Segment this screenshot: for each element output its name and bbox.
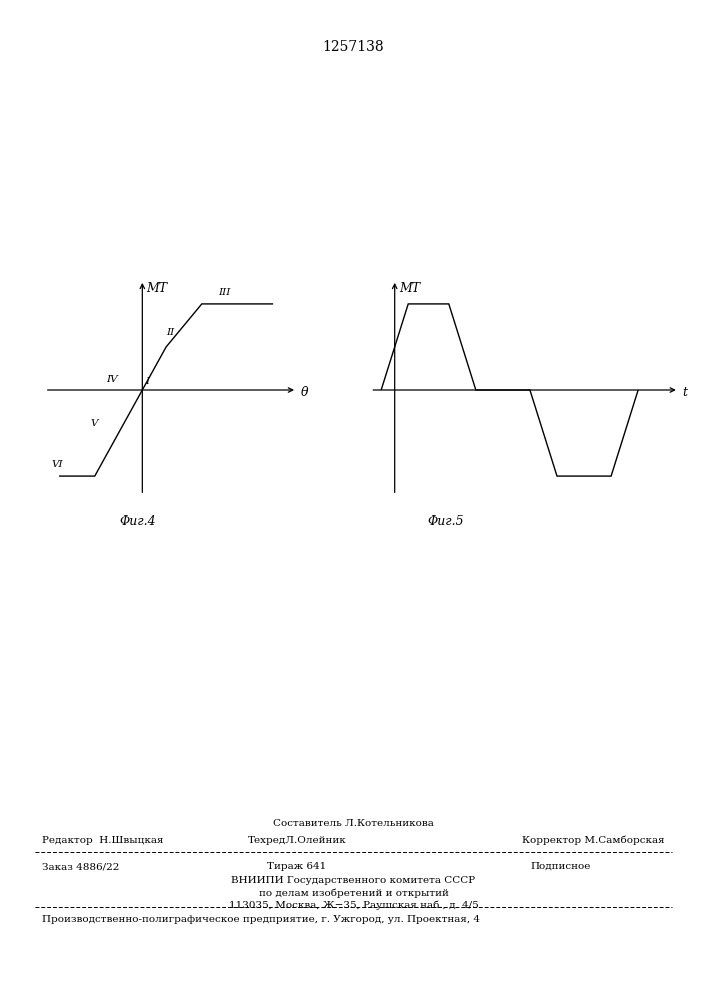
Text: 113035, Москва, Ж−35, Раушская наб., д. 4/5: 113035, Москва, Ж−35, Раушская наб., д. … <box>228 900 479 910</box>
Text: ВНИИПИ Государственного комитета СССР: ВНИИПИ Государственного комитета СССР <box>231 876 476 885</box>
Text: II: II <box>166 328 175 337</box>
Text: MТ: MТ <box>146 282 168 295</box>
Text: θ: θ <box>300 386 308 399</box>
Text: Производственно-полиграфическое предприятие, г. Ужгород, ул. Проектная, 4: Производственно-полиграфическое предприя… <box>42 915 481 924</box>
Text: Тираж 641: Тираж 641 <box>267 862 327 871</box>
Text: III: III <box>218 288 230 297</box>
Text: V: V <box>90 419 98 428</box>
Text: 1257138: 1257138 <box>322 40 385 54</box>
Text: I: I <box>145 377 149 386</box>
Text: VI: VI <box>52 460 64 469</box>
Text: Φиг.4: Φиг.4 <box>119 515 156 528</box>
Text: MТ: MТ <box>399 282 420 295</box>
Text: IV: IV <box>107 375 118 384</box>
Text: Корректор М.Самборская: Корректор М.Самборская <box>522 836 665 845</box>
Text: t: t <box>683 386 688 399</box>
Text: Редактор  Н.Швыцкая: Редактор Н.Швыцкая <box>42 836 164 845</box>
Text: Подписное: Подписное <box>530 862 590 871</box>
Text: ТехредЛ.Олейник: ТехредЛ.Олейник <box>247 836 346 845</box>
Text: Составитель Л.Котельникова: Составитель Л.Котельникова <box>273 819 434 828</box>
Text: по делам изобретений и открытий: по делам изобретений и открытий <box>259 888 448 898</box>
Text: Φиг.5: Φиг.5 <box>427 515 464 528</box>
Text: Заказ 4886/22: Заказ 4886/22 <box>42 862 119 871</box>
